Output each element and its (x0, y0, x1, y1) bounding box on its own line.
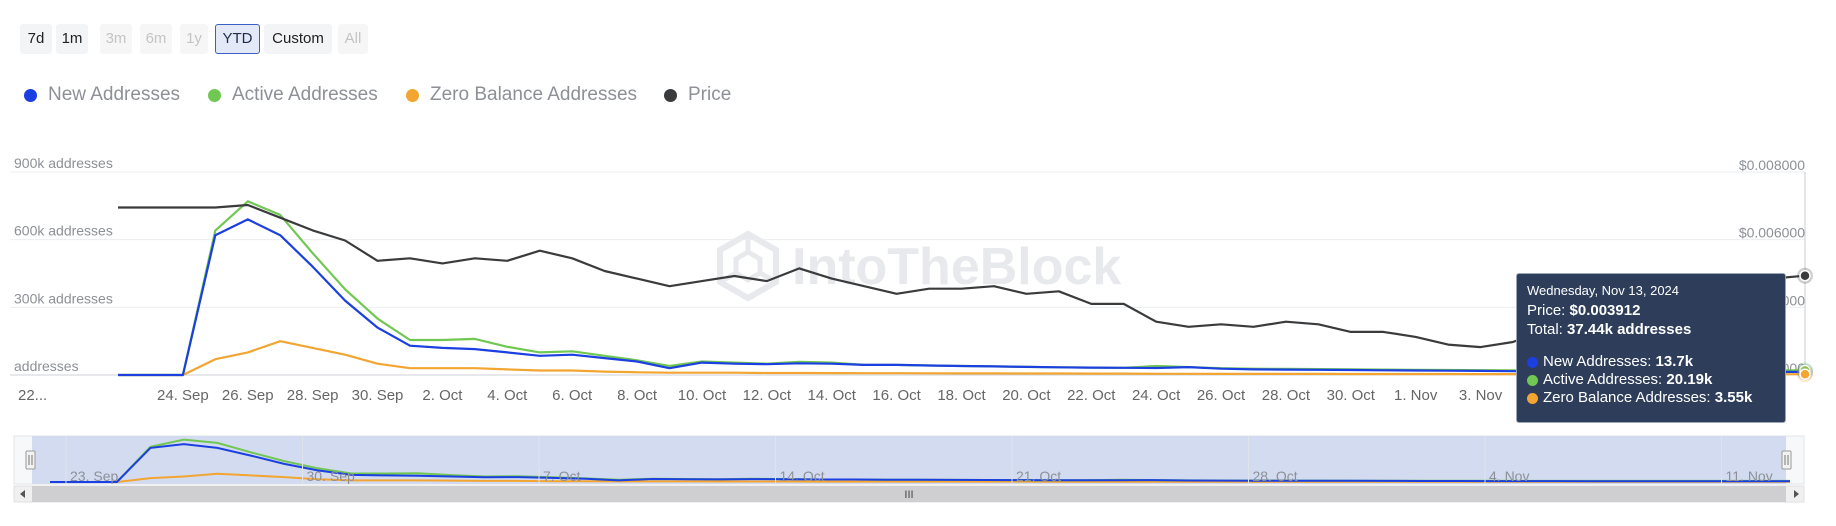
x-tick-label: 24. Oct (1132, 387, 1181, 404)
x-tick-label: 6. Oct (552, 387, 593, 404)
y-left-tick-label: 900k addresses (14, 155, 113, 171)
tooltip-series-label: New Addresses: (1543, 353, 1652, 370)
x-tick-label: 12. Oct (743, 387, 792, 404)
legend-item-zero-balance-addresses[interactable]: Zero Balance Addresses (406, 84, 637, 106)
navigator-selection[interactable] (32, 436, 1786, 484)
y-left-tick-label: addresses (14, 358, 79, 374)
tooltip-series-row: Zero Balance Addresses: 3.55k (1527, 389, 1775, 407)
x-axis: 22... 24. Sep 26. Sep 28. Sep 30. Sep 2. Oct 4… (18, 387, 1556, 404)
navigator-left-handle[interactable] (25, 450, 36, 470)
x-tick-label: 18. Oct (937, 387, 986, 404)
x-tick-label: 22... (18, 387, 47, 404)
x-tick-label: 28. Sep (287, 387, 339, 404)
tooltip-total: Total: 37.44k addresses (1527, 320, 1775, 339)
navigator-tick-label: 21. Oct (1016, 468, 1061, 484)
legend-dot-icon (664, 88, 677, 102)
legend-label: Price (688, 84, 732, 105)
x-tick-label: 2. Oct (422, 387, 463, 404)
tooltip-series-value: 20.19k (1662, 371, 1713, 388)
hover-markers (1797, 172, 1813, 383)
legend-label: Active Addresses (232, 84, 378, 105)
scroll-left-arrow-icon[interactable] (20, 490, 25, 498)
navigator-right-handle[interactable] (1781, 450, 1792, 470)
scrollbar-grip-icon: III (904, 489, 913, 501)
tooltip-series-row: New Addresses: 13.7k (1527, 353, 1775, 371)
legend-item-new-addresses[interactable]: New Addresses (24, 84, 180, 106)
x-tick-label: 30. Sep (352, 387, 404, 404)
tooltip-price: Price: $0.003912 (1527, 301, 1775, 320)
x-tick-label: 1. Nov (1394, 387, 1438, 404)
navigator-tick-label: 28. Oct (1253, 468, 1298, 484)
range-button-7d[interactable]: 7d (20, 24, 52, 54)
range-button-3m[interactable]: 3m (100, 24, 132, 54)
x-tick-label: 22. Oct (1067, 387, 1116, 404)
scroll-right-arrow-icon[interactable] (1794, 490, 1799, 498)
x-tick-label: 8. Oct (617, 387, 658, 404)
y-right-tick-label: $0.006000 (1739, 225, 1805, 241)
tooltip-total-value: 37.44k addresses (1567, 321, 1692, 338)
navigator-tick-label: 4. Nov (1489, 468, 1529, 484)
x-tick-label: 16. Oct (872, 387, 921, 404)
y-right-tick-label: $0.008000 (1739, 157, 1805, 173)
watermark-text: IntoTheBlock (792, 238, 1121, 296)
x-tick-label: 4. Oct (487, 387, 528, 404)
tooltip-date: Wednesday, Nov 13, 2024 (1527, 283, 1680, 298)
x-tick-label: 28. Oct (1262, 387, 1311, 404)
scrollbar-thumb[interactable] (32, 486, 1786, 502)
x-tick-label: 26. Oct (1197, 387, 1246, 404)
range-button-ytd[interactable]: YTD (215, 24, 260, 54)
legend-label: New Addresses (48, 84, 181, 105)
tooltip-series-value: 3.55k (1710, 389, 1753, 406)
range-button-all[interactable]: All (338, 24, 368, 54)
x-tick-label: 30. Oct (1327, 387, 1376, 404)
tooltip: Wednesday, Nov 13, 2024 Price: $0.003912… (1516, 273, 1786, 423)
navigator-tick-label: 11. Nov (1726, 468, 1773, 484)
navigator-series-line (50, 443, 1790, 483)
navigator-tick-label: 7. Oct (543, 468, 580, 484)
x-tick-label: 24. Sep (157, 387, 209, 404)
range-button-custom[interactable]: Custom (264, 24, 332, 54)
navigator[interactable]: 23. Sep 30. Sep 7. Oct 14. Oct 21. Oct 28. Oc… (13, 435, 1805, 503)
tooltip-dot-icon (1527, 392, 1538, 404)
y-left-tick-label: 300k addresses (14, 290, 113, 306)
tooltip-dot-icon (1527, 356, 1538, 368)
tooltip-series-label: Active Addresses: (1543, 371, 1663, 388)
navigator-tick-label: 30. Sep (307, 468, 355, 484)
legend-item-price[interactable]: Price (664, 84, 731, 106)
navigator-tick-label: 23. Sep (70, 468, 118, 484)
hover-point (1799, 269, 1811, 282)
hover-point (1799, 368, 1811, 380)
x-tick-label: 26. Sep (222, 387, 274, 404)
navigator-tick-label: 14. Oct (780, 468, 825, 484)
legend-dot-icon (208, 88, 221, 102)
tooltip-series-row: Active Addresses: 20.19k (1527, 371, 1775, 389)
watermark: IntoTheBlock (717, 230, 1121, 302)
range-button-1y[interactable]: 1y (180, 24, 208, 54)
tooltip-total-label: Total: (1527, 321, 1563, 338)
x-tick-label: 20. Oct (1002, 387, 1051, 404)
intotheblock-logo-icon (717, 230, 779, 302)
legend-label: Zero Balance Addresses (430, 84, 638, 105)
tooltip-series-list: New Addresses: 13.7k Active Addresses: 20… (1527, 353, 1775, 407)
y-axis-left: addresses 300k addresses 600k addresses 900… (14, 155, 113, 374)
grid (10, 171, 1805, 376)
tooltip-series-value: 13.7k (1651, 353, 1694, 370)
tooltip-series-label: Zero Balance Addresses: (1543, 389, 1711, 406)
x-tick-label: 3. Nov (1459, 387, 1503, 404)
tooltip-dot-icon (1527, 374, 1538, 386)
y-left-tick-label: 600k addresses (14, 223, 113, 239)
legend-dot-icon (406, 88, 419, 102)
legend-item-active-addresses[interactable]: Active Addresses (208, 84, 378, 106)
tooltip-price-value: $0.003912 (1569, 302, 1641, 319)
legend-dot-icon (24, 88, 37, 102)
range-button-1m[interactable]: 1m (56, 24, 88, 54)
tooltip-price-label: Price: (1527, 302, 1566, 319)
x-tick-label: 14. Oct (808, 387, 857, 404)
x-tick-label: 10. Oct (678, 387, 727, 404)
range-button-6m[interactable]: 6m (140, 24, 172, 54)
